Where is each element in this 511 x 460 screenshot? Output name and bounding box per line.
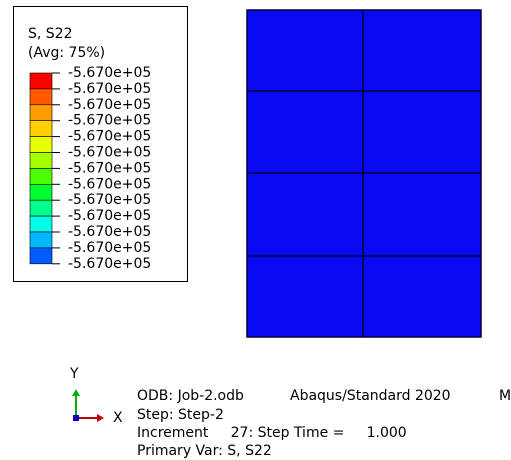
triad: Y X (69, 366, 123, 426)
legend-label: -5.670e+05 (68, 145, 151, 161)
color-swatch (29, 231, 53, 249)
legend-label: -5.670e+05 (68, 65, 151, 81)
info-block: ODB: Job-2.odb Abaqus/Standard 2020 M St… (137, 388, 511, 459)
legend-label: -5.670e+05 (68, 129, 151, 145)
legend-label: -5.670e+05 (68, 113, 151, 129)
color-swatch (29, 136, 53, 153)
legend-label: -5.670e+05 (68, 224, 151, 240)
color-swatch (29, 199, 53, 217)
legend: -5.670e+05-5.670e+05-5.670e+05-5.670e+05… (29, 65, 151, 272)
legend-label: -5.670e+05 (68, 256, 151, 272)
legend-label: -5.670e+05 (68, 208, 151, 224)
y-arrowhead (72, 389, 80, 396)
color-swatch (29, 215, 53, 233)
color-swatch (29, 152, 53, 169)
legend-label: -5.670e+05 (68, 81, 151, 97)
color-swatch (29, 247, 53, 265)
color-swatch (29, 120, 53, 137)
version: Abaqus/Standard 2020 (290, 388, 451, 404)
legend-label: -5.670e+05 (68, 192, 151, 208)
x-axis-label: X (113, 410, 123, 426)
color-swatch (29, 168, 53, 185)
color-swatch (29, 88, 53, 106)
increment: Increment 27: Step Time = 1.000 (137, 425, 407, 441)
color-swatch (29, 72, 53, 90)
legend-label: -5.670e+05 (68, 160, 151, 176)
color-swatch (29, 184, 53, 201)
legend-subtitle: (Avg: 75%) (28, 45, 105, 61)
legend-label: -5.670e+05 (68, 97, 151, 113)
x-arrowhead (97, 414, 104, 422)
legend-label: -5.670e+05 (68, 176, 151, 192)
step: Step: Step-2 (137, 407, 224, 423)
mesh (246, 9, 482, 338)
odb-name: ODB: Job-2.odb (137, 388, 244, 404)
color-swatch (29, 104, 53, 122)
date: M (499, 388, 511, 404)
y-axis-label: Y (69, 366, 79, 382)
legend-title: S, S22 (28, 26, 73, 42)
legend-label: -5.670e+05 (68, 240, 151, 256)
z-axis (73, 415, 79, 421)
primary-var: Primary Var: S, S22 (137, 443, 272, 459)
